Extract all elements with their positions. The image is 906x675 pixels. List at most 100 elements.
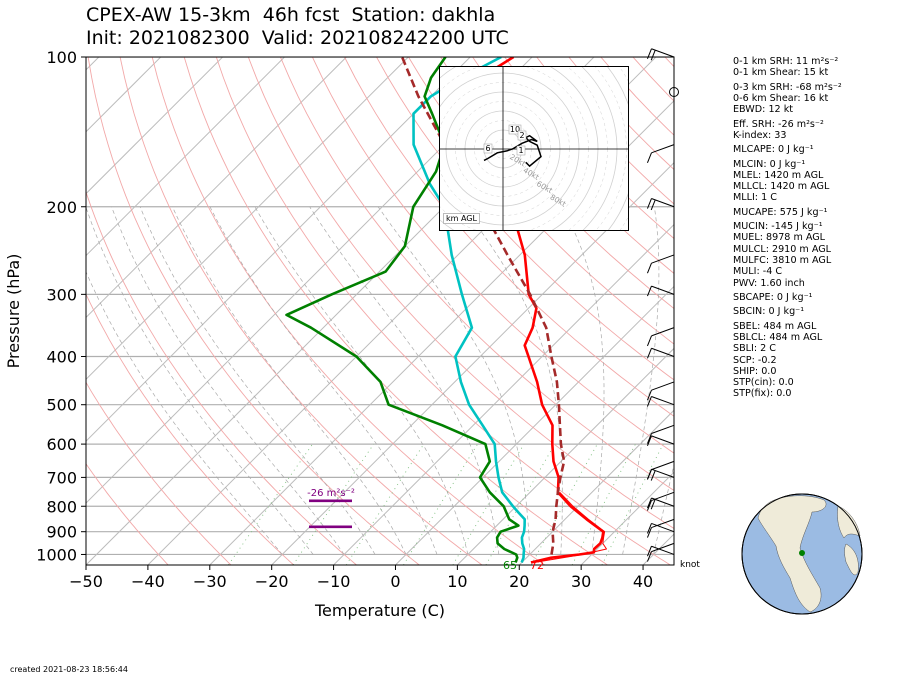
hodograph-height-unit-label: km AGL [443,213,480,224]
index-row: STP(cin): 0.0 [733,377,794,389]
isotherm-gridline [395,285,674,565]
index-row: MUCAPE: 575 J kg⁻¹ [733,206,828,218]
wind-units-label: knot [680,560,700,570]
index-row: 0-1 km Shear: 15 kt [733,67,829,79]
sounding-indices-panel: 0-1 km SRH: 11 m²s⁻² 0-1 km Shear: 15 kt 0… [733,56,842,400]
index-row: K-index: 33 [733,129,787,141]
y-tick-label: 500 [46,396,77,415]
wind-barb [651,424,675,434]
wind-barb [651,522,675,533]
moist-adiabat [111,206,345,555]
chart-title-line2: Init: 2021082300 Valid: 202108242200 UTC [86,27,509,49]
wind-barb [651,381,675,391]
index-row: SCP: -0.2 [733,354,777,366]
hodograph-height-box [483,143,493,154]
dry-adiabat [344,57,674,417]
moist-adiabat [653,463,674,555]
hodograph-trace [483,134,542,168]
moist-adiabat [209,206,438,555]
hodograph-ring [607,67,628,230]
dry-adiabat [86,293,295,565]
wind-barb [651,460,675,471]
wind-barb-flag [646,433,652,444]
parcel-path [400,57,566,555]
isotherm-gridline [457,347,674,565]
index-row: MULI: -4 C [733,266,783,278]
isotherm-gridline [271,161,674,565]
hodograph-height-label: 10 [510,125,520,134]
x-tick-label: −20 [255,572,289,591]
wind-barb [651,347,675,357]
wind-barb-flag [646,497,652,509]
dry-adiabat [119,57,483,565]
index-row: MULCL: 2910 m AGL [733,243,832,255]
isotherm-gridline [86,57,347,319]
wind-barb-flag [646,335,652,347]
surface-temperature-label: 72 [530,559,544,572]
x-tick-label: 20 [509,572,529,591]
dewpoint-profile [285,57,520,563]
y-axis: 1000 900 800 700 600 500 400 300 200 100 [36,48,86,564]
mixing-ratio-line [292,443,375,565]
wind-barb-flag [650,199,656,211]
station-marker [799,550,805,556]
hodograph-ring-label: 40kt [522,166,541,182]
moist-adiabat [172,206,407,555]
x-tick-label: 40 [633,572,653,591]
wind-barb [651,327,675,337]
wind-barb [651,542,675,553]
wind-barb [651,545,675,555]
x-tick-label: −40 [131,572,165,591]
wind-barb [651,254,675,264]
wind-barb [651,518,675,529]
index-row: SBCAPE: 0 J kg⁻¹ [733,291,813,303]
hodograph-ring-label: 60kt [535,179,554,195]
wind-barb-flag [646,285,652,297]
moist-adiabat [309,206,500,555]
hodograph-ring [619,67,628,230]
wind-barb-flag [646,468,652,480]
dry-adiabat [376,57,674,381]
dry-adiabat [440,57,674,310]
dry-adiabat [87,57,420,565]
wetbulb-profile [412,57,527,563]
dry-adiabat [86,381,232,565]
x-axis: −50 −40 −30 −20 −10 0 10 20 30 40 [69,565,653,591]
wind-barb-flag [646,152,652,164]
calm-wind-marker [669,87,679,97]
y-tick-label: 300 [46,285,77,304]
x-axis-label: Temperature (C) [314,601,445,620]
srh-layer-label: -26 m²s⁻² [307,488,355,499]
index-row: MLEL: 1420 m AGL [733,169,824,181]
dry-adiabat [86,463,169,565]
hodograph-height-box [517,130,527,141]
hodograph-height-label: 2 [519,131,524,140]
virtual-temperature-profile [534,491,607,563]
index-row: MLLCL: 1420 m AGL [733,181,830,193]
wind-barb-flag [646,263,652,274]
isotherm-gridline [580,471,674,565]
wind-barb-flag [646,551,652,562]
y-tick-label: 400 [46,348,77,367]
x-tick-label: 10 [447,572,467,591]
wind-barb [651,198,675,208]
y-axis-label: Pressure (hPa) [4,254,23,369]
dry-adiabat [86,190,357,565]
isotherm-gridline [86,57,223,195]
index-row: MLCAPE: 0 J kg⁻¹ [733,144,814,156]
location-globe [741,493,863,615]
wind-barb-flag [650,470,656,481]
index-row: MUCIN: -145 J kg⁻¹ [733,221,823,233]
isotherm-gridline [86,57,162,133]
moist-adiabat [86,270,283,555]
index-row: PWV: 1.60 inch [733,277,805,289]
moist-adiabat [561,206,605,555]
isotherm-gridline [86,57,409,381]
index-row: MLLI: 1 C [733,192,777,204]
x-tick-label: −10 [317,572,351,591]
moist-adiabat [86,206,314,555]
index-row: MLCIN: 0 J kg⁻¹ [733,158,806,170]
wind-barb-flag [646,389,652,401]
index-row: EBWD: 12 kt [733,104,794,116]
